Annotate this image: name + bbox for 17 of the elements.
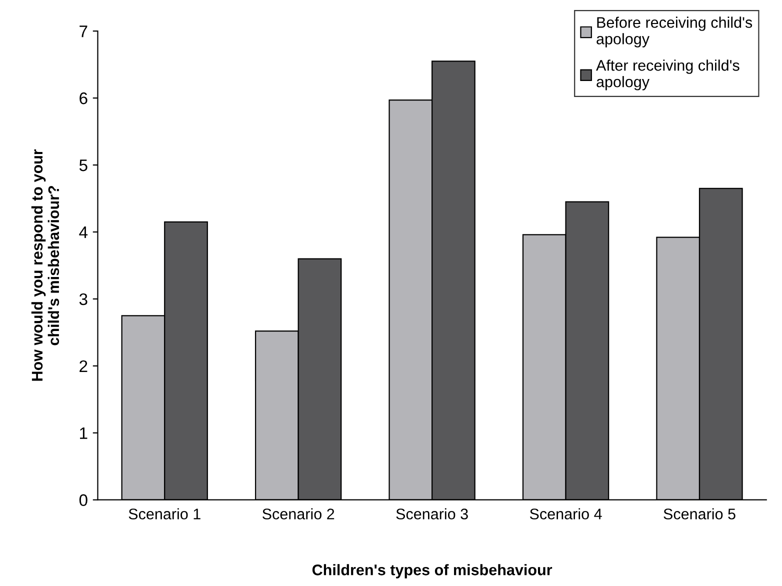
y-tick-label: 2 <box>80 360 88 372</box>
x-tick-label: Scenario 5 <box>664 508 736 520</box>
legend-label: Before receiving child's apology <box>596 16 752 48</box>
y-tick-label: 5 <box>79 160 88 172</box>
x-tick-label: Scenario 2 <box>262 508 334 520</box>
y-tick-label: 1 <box>80 427 88 439</box>
y-tick-label: 4 <box>79 226 88 238</box>
y-tick-label: 3 <box>79 293 88 306</box>
x-tick-label: Scenario 4 <box>530 508 602 520</box>
legend-label: After receiving child's apology <box>596 60 740 90</box>
x-axis-title: Children's types of misbehaviour <box>312 564 552 578</box>
y-tick-label: 6 <box>80 92 88 104</box>
y-tick-label: 0 <box>79 494 88 506</box>
x-tick-label: Scenario 3 <box>396 508 468 520</box>
y-tick-label: 7 <box>80 26 88 38</box>
y-axis-title: How would you respond to your child's misbehaviour? <box>31 149 60 381</box>
x-tick-label: Scenario 1 <box>128 508 200 520</box>
